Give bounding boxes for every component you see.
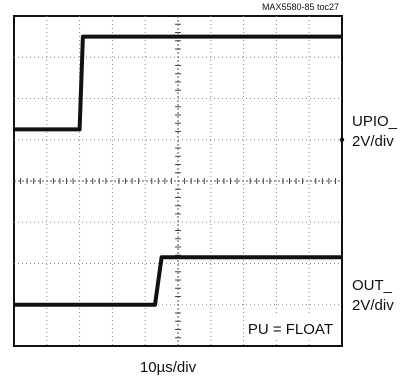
out-label: OUT_ [352,277,393,294]
traces [14,34,345,307]
grid [14,16,342,346]
note-label: PU = FLOAT [248,321,333,338]
out-scale-label: 2V/div [352,297,394,314]
x-scale-label: 10µs/div [140,359,197,376]
channel-marker [339,137,345,142]
upio-scale-label: 2V/div [352,133,394,150]
upio-label: UPIO_ [352,113,398,130]
figure-id: MAX5580-85 toc27 [262,2,339,12]
trace-out [14,255,342,307]
trace-upio [14,34,342,132]
note-background [244,314,338,340]
